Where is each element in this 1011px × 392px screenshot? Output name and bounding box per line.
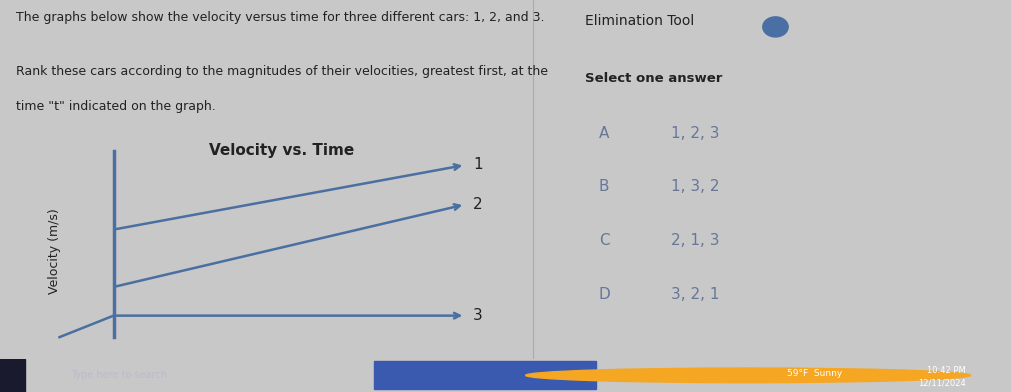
Text: Elimination Tool: Elimination Tool (585, 15, 695, 28)
Text: Velocity (m/s): Velocity (m/s) (48, 208, 61, 294)
Text: 1, 3, 2: 1, 3, 2 (671, 180, 720, 194)
Text: C: C (599, 233, 610, 248)
Text: 59°F  Sunny: 59°F Sunny (787, 369, 842, 378)
Text: Rank these cars according to the magnitudes of their velocities, greatest first,: Rank these cars according to the magnitu… (16, 65, 548, 78)
Text: 12/11/2024: 12/11/2024 (918, 378, 966, 387)
Text: Select one answer: Select one answer (585, 72, 723, 85)
Text: 1: 1 (473, 158, 483, 172)
Bar (0, 359, 25, 392)
Circle shape (762, 17, 789, 37)
Text: 2, 1, 3: 2, 1, 3 (671, 233, 720, 248)
Circle shape (526, 368, 971, 383)
Text: B: B (599, 180, 610, 194)
Text: Velocity vs. Time: Velocity vs. Time (208, 143, 354, 158)
Text: Type here to search: Type here to search (71, 370, 167, 380)
Text: 3: 3 (473, 308, 483, 323)
Text: 10:42 PM: 10:42 PM (927, 366, 966, 375)
Text: The graphs below show the velocity versus time for three different cars: 1, 2, a: The graphs below show the velocity versu… (16, 11, 545, 24)
Text: 3, 2, 1: 3, 2, 1 (671, 287, 720, 302)
Text: D: D (599, 287, 611, 302)
Text: time "t" indicated on the graph.: time "t" indicated on the graph. (16, 100, 216, 113)
Text: 1, 2, 3: 1, 2, 3 (671, 125, 720, 141)
Bar (374, 361, 596, 389)
Text: A: A (599, 125, 610, 141)
Text: 2: 2 (473, 197, 483, 212)
